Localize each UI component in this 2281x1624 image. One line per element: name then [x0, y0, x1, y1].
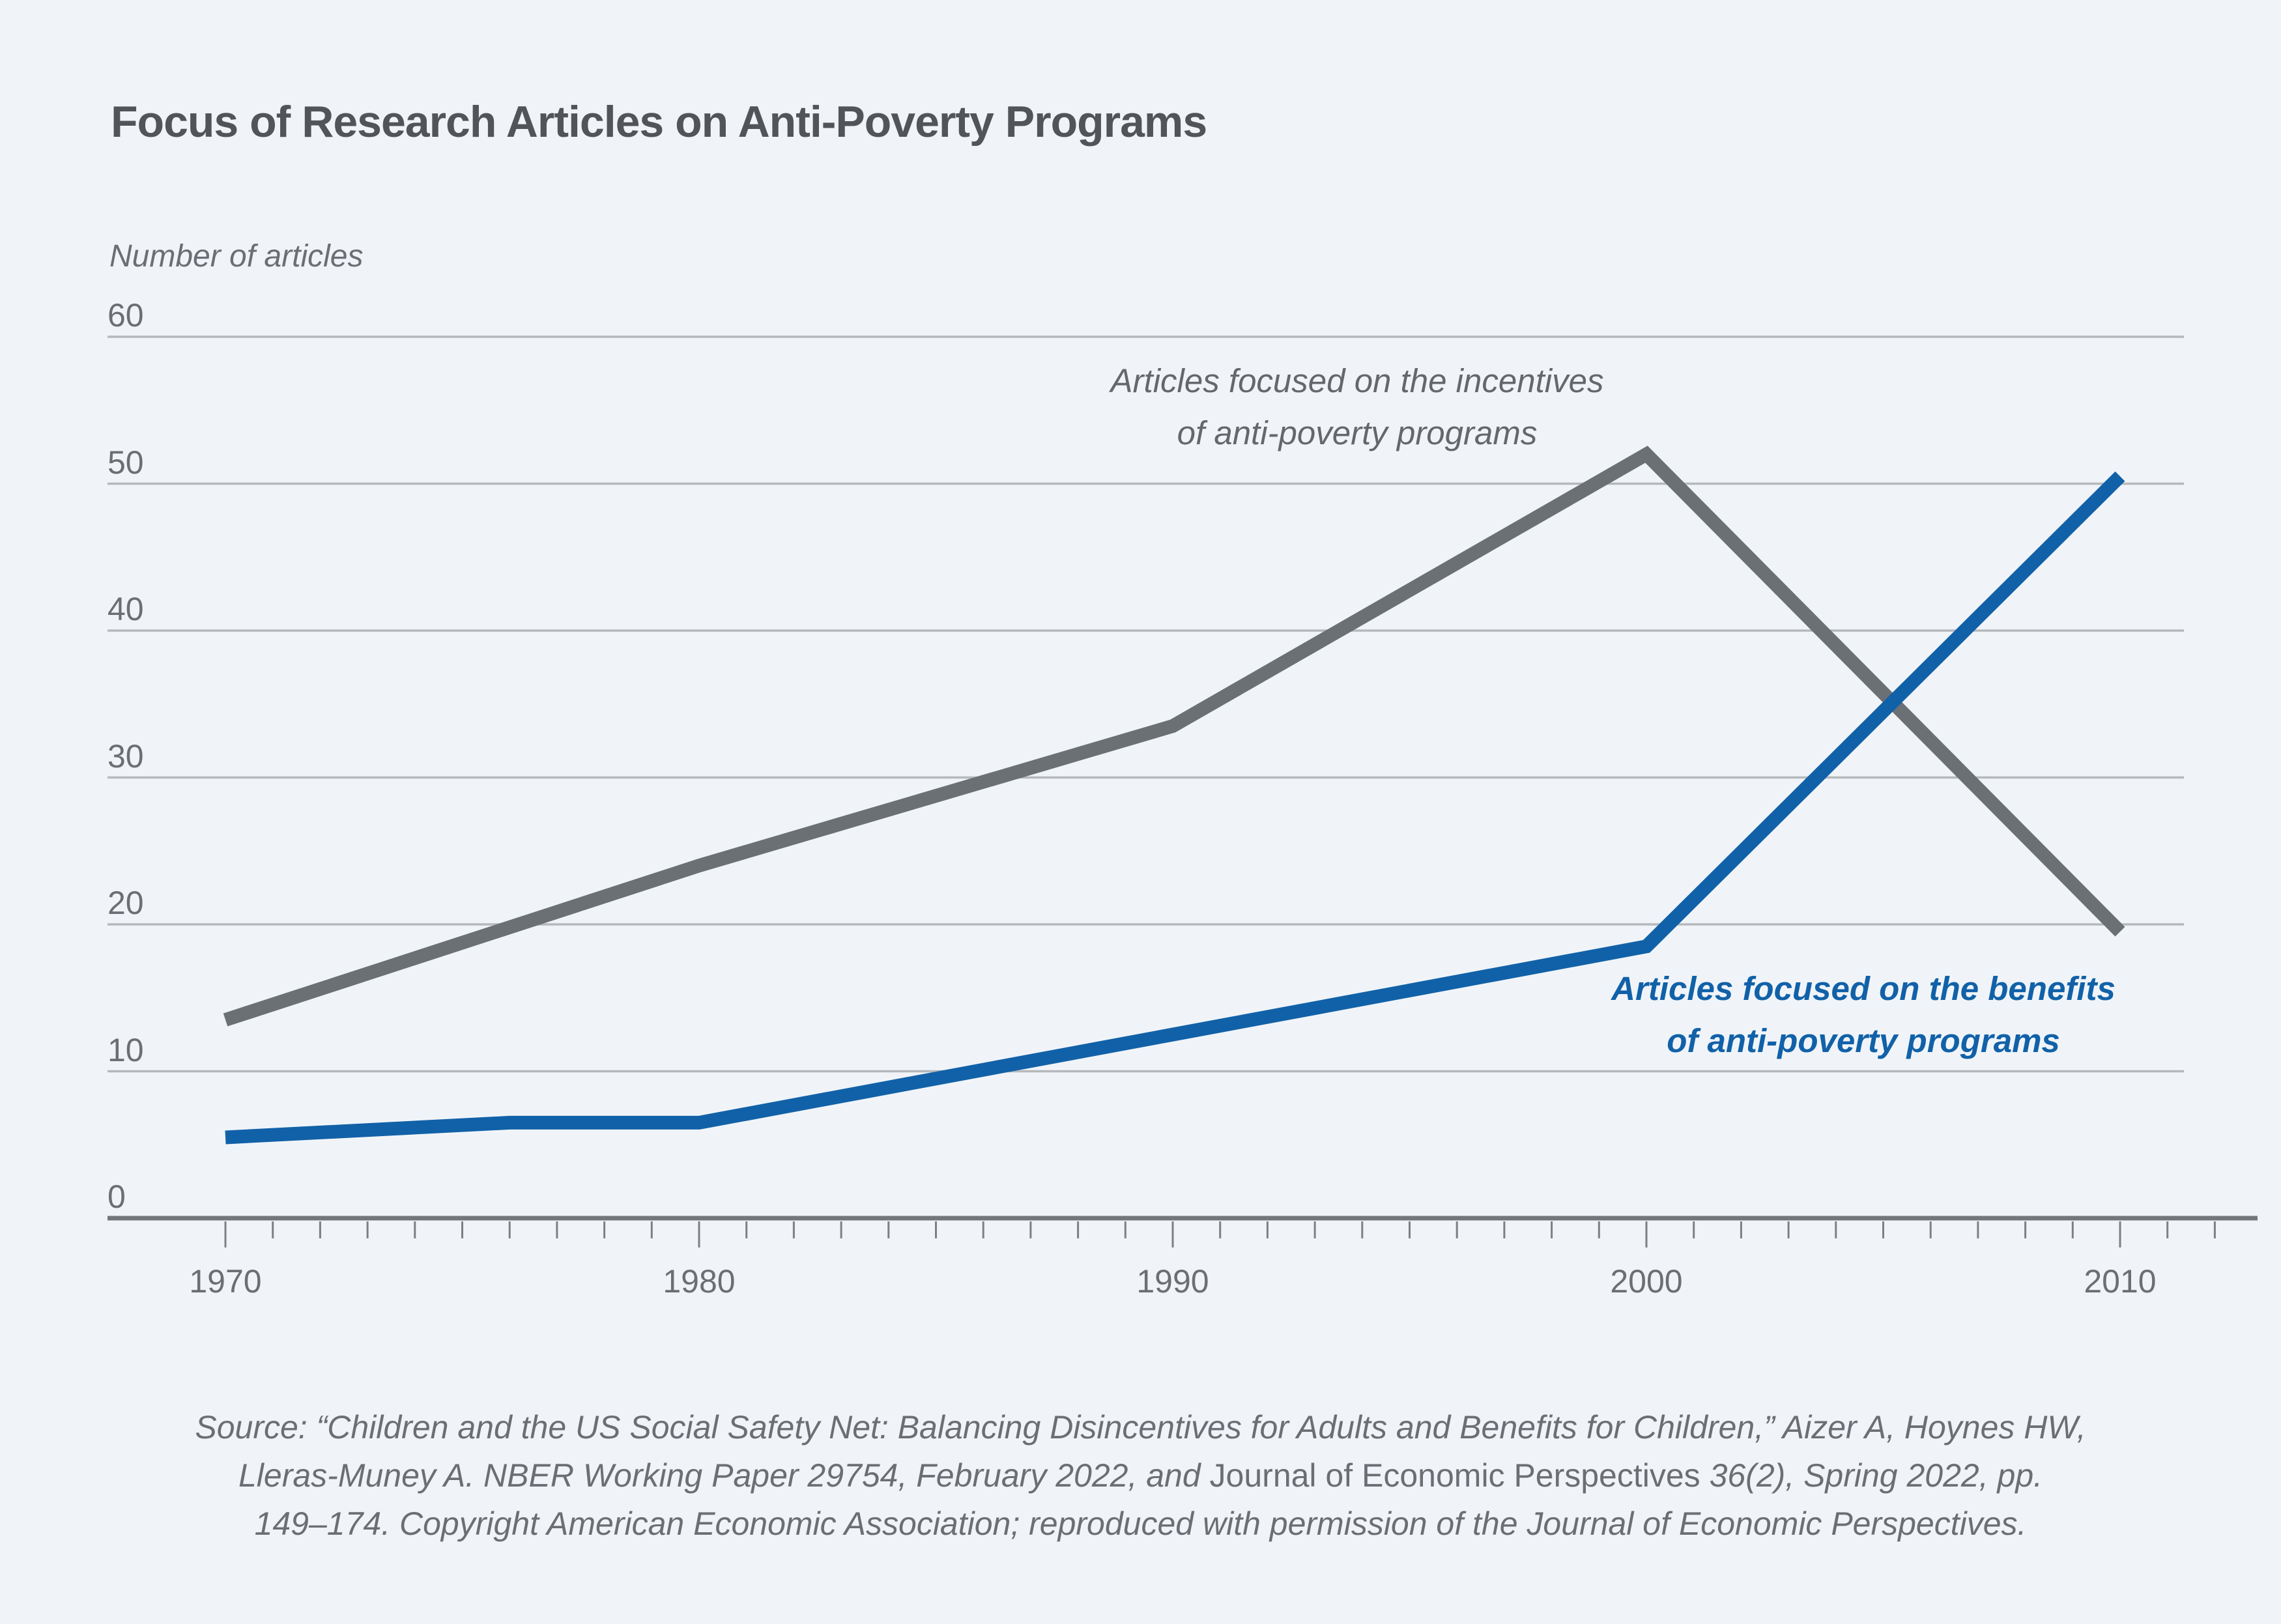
y-axis-tick-label-0: 0: [108, 1178, 126, 1215]
annotation-benefits-line2: of anti-poverty programs: [1667, 1022, 2060, 1059]
series-line-incentives: [223, 446, 2125, 1027]
x-axis-tick-label-1970: 1970: [189, 1263, 262, 1300]
y-axis-tick-label-40: 40: [108, 591, 144, 627]
source-note-line2-pre: Lleras-Muney A. NBER Working Paper 29754…: [238, 1457, 1210, 1494]
x-axis-tick-label-1990: 1990: [1136, 1263, 1209, 1300]
annotation-benefits-series: Articles focused on the benefits of anti…: [1342, 963, 2281, 1067]
source-note-line2: Lleras-Muney A. NBER Working Paper 29754…: [14, 1451, 2268, 1500]
annotation-incentives-series: Articles focused on the incentives of an…: [836, 355, 1878, 459]
source-note-line3: 149–174. Copyright American Economic Ass…: [254, 1505, 2027, 1542]
source-note: Source: “Children and the US Social Safe…: [14, 1403, 2268, 1548]
y-axis-tick-label-20: 20: [108, 885, 144, 921]
annotation-incentives-line1: Articles focused on the incentives: [1110, 362, 1604, 399]
y-axis-tick-label-50: 50: [108, 444, 144, 481]
source-note-journal-name: Journal of Economic Perspectives: [1209, 1457, 1700, 1494]
y-axis-tick-label-10: 10: [108, 1031, 144, 1068]
y-axis-tick-label-60: 60: [108, 297, 144, 334]
source-note-line1: Source: “Children and the US Social Safe…: [195, 1409, 2086, 1446]
chart-title: Focus of Research Articles on Anti-Pover…: [111, 97, 1207, 147]
x-axis-tick-label-1980: 1980: [663, 1263, 736, 1300]
x-axis-tick-label-2010: 2010: [2084, 1263, 2157, 1300]
y-axis-unit-label: Number of articles: [109, 239, 364, 274]
source-note-line2-post: 36(2), Spring 2022, pp.: [1700, 1457, 2043, 1494]
y-axis-tick-label-30: 30: [108, 737, 144, 775]
series-line-benefits: [225, 471, 2125, 1145]
annotation-benefits-line1: Articles focused on the benefits: [1611, 970, 2116, 1007]
x-axis-tick-label-2000: 2000: [1610, 1263, 1683, 1300]
annotation-incentives-line2: of anti-poverty programs: [1177, 414, 1538, 451]
